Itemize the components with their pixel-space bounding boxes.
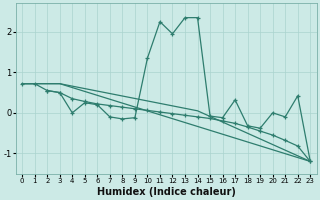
X-axis label: Humidex (Indice chaleur): Humidex (Indice chaleur) — [97, 187, 236, 197]
